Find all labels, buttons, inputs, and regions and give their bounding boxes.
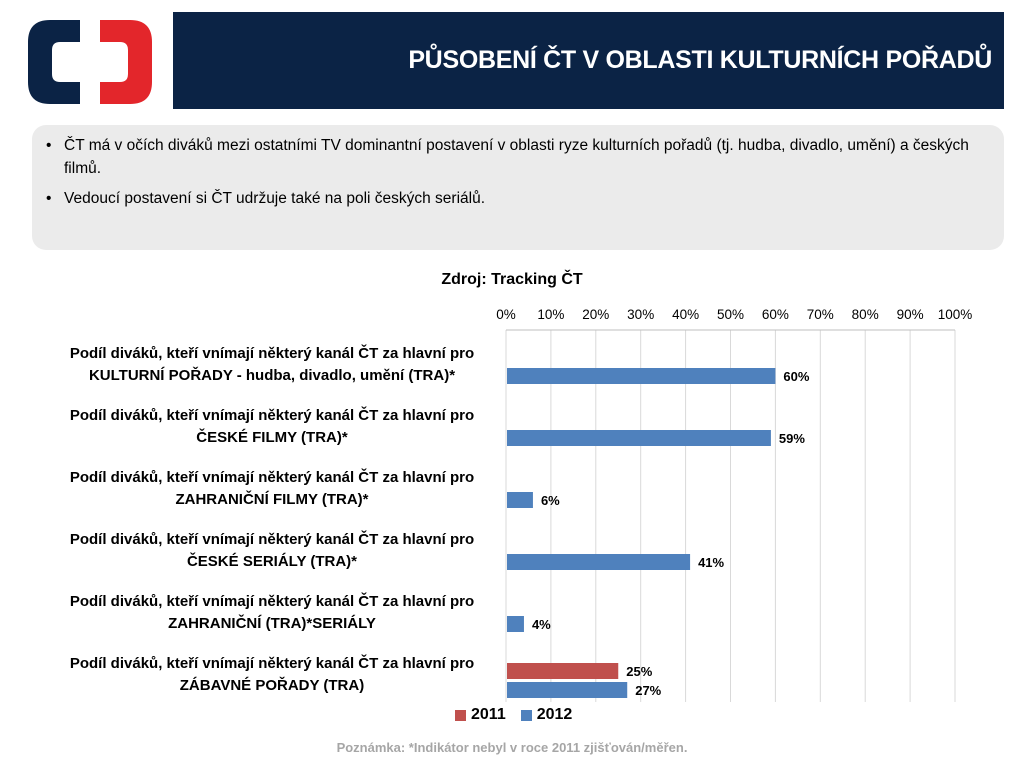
bullet-box: • ČT má v očích diváků mezi ostatními TV … [32, 125, 1004, 250]
bar-2012 [507, 368, 776, 384]
title-bar: PŮSOBENÍ ČT V OBLASTI KULTURNÍCH POŘADŮ [173, 12, 1004, 109]
bar-2012 [507, 492, 533, 508]
logo-right-bracket [100, 20, 152, 104]
bullet-item: • ČT má v očích diváků mezi ostatními TV … [44, 134, 988, 180]
category-label-line: Podíl diváků, kteří vnímají některý kaná… [69, 469, 475, 486]
category-label-line: KULTURNÍ POŘADY - hudba, divadlo, umění … [88, 367, 456, 384]
bar-2012 [507, 616, 524, 632]
category-label-line: ZAHRANIČNÍ FILMY (TRA)* [175, 491, 369, 508]
legend-swatch-2012 [520, 709, 532, 721]
bullet-dot: • [46, 190, 52, 207]
category-label-line: ČESKÉ SERIÁLY (TRA)* [186, 553, 358, 570]
legend-label-2012: 2012 [536, 706, 573, 723]
x-tick-label: 30% [627, 307, 654, 322]
logo-left-bracket [28, 20, 80, 104]
category-label-line: ČESKÉ FILMY (TRA)* [196, 429, 348, 446]
category-label-line: Podíl diváků, kteří vnímají některý kaná… [69, 593, 475, 610]
bullet-dot: • [46, 137, 52, 154]
bullet-list: • ČT má v očích diváků mezi ostatními TV … [44, 134, 988, 210]
x-tick-label: 0% [496, 307, 516, 322]
x-tick-label: 50% [717, 307, 744, 322]
category-label-line: ZAHRANIČNÍ (TRA)*SERIÁLY [168, 615, 376, 632]
bar-2012 [507, 430, 771, 446]
category-label-line: Podíl diváků, kteří vnímají některý kaná… [69, 345, 475, 362]
category-label-line: ZÁBAVNÉ POŘADY (TRA) [179, 677, 365, 694]
data-label: 59% [779, 431, 805, 446]
bullet-text: Vedoucí postavení si ČT udržuje také na … [64, 190, 486, 207]
category-label: Podíl diváků, kteří vnímají některý kaná… [40, 591, 504, 635]
chart-legend: 2011 2012 [455, 706, 587, 724]
category-label: Podíl diváků, kteří vnímají některý kaná… [40, 653, 504, 697]
data-label: 4% [532, 617, 551, 632]
page-title: PŮSOBENÍ ČT V OBLASTI KULTURNÍCH POŘADŮ [408, 46, 992, 74]
bullet-text: ČT má v očích diváků mezi ostatními TV d… [64, 137, 969, 177]
legend-item-2012: 2012 [520, 706, 573, 724]
chart-source: Zdroj: Tracking ČT [441, 271, 583, 288]
bullet-item: • Vedoucí postavení si ČT udržuje také na… [44, 187, 988, 210]
x-tick-label: 60% [762, 307, 789, 322]
bar-2012 [507, 554, 691, 570]
data-label: 60% [783, 369, 809, 384]
category-label-line: Podíl diváků, kteří vnímají některý kaná… [69, 531, 475, 548]
legend-item-2011: 2011 [455, 706, 506, 724]
category-label-line: Podíl diváků, kteří vnímají některý kaná… [69, 407, 475, 424]
category-label: Podíl diváků, kteří vnímají některý kaná… [40, 405, 504, 449]
category-label: Podíl diváků, kteří vnímají některý kaná… [40, 467, 504, 511]
category-label: Podíl diváků, kteří vnímají některý kaná… [40, 529, 504, 573]
legend-label-2011: 2011 [471, 706, 506, 723]
x-tick-label: 20% [582, 307, 609, 322]
x-tick-label: 80% [852, 307, 879, 322]
x-tick-label: 40% [672, 307, 699, 322]
bar-2011 [507, 663, 619, 679]
category-label: Podíl diváků, kteří vnímají některý kaná… [40, 343, 504, 387]
data-label: 25% [626, 664, 652, 679]
data-label: 27% [635, 683, 661, 698]
category-label-line: Podíl diváků, kteří vnímají některý kaná… [69, 655, 475, 672]
ct-logo [28, 20, 152, 104]
x-tick-label: 70% [807, 307, 834, 322]
x-tick-label: 90% [897, 307, 924, 322]
x-tick-label: 10% [537, 307, 564, 322]
x-tick-label: 100% [938, 307, 973, 322]
legend-swatch-2011 [455, 709, 466, 721]
bar-2012 [507, 682, 628, 698]
footnote: Poznámka: *Indikátor nebyl v roce 2011 z… [336, 740, 688, 755]
data-label: 6% [541, 493, 560, 508]
data-label: 41% [698, 555, 724, 570]
